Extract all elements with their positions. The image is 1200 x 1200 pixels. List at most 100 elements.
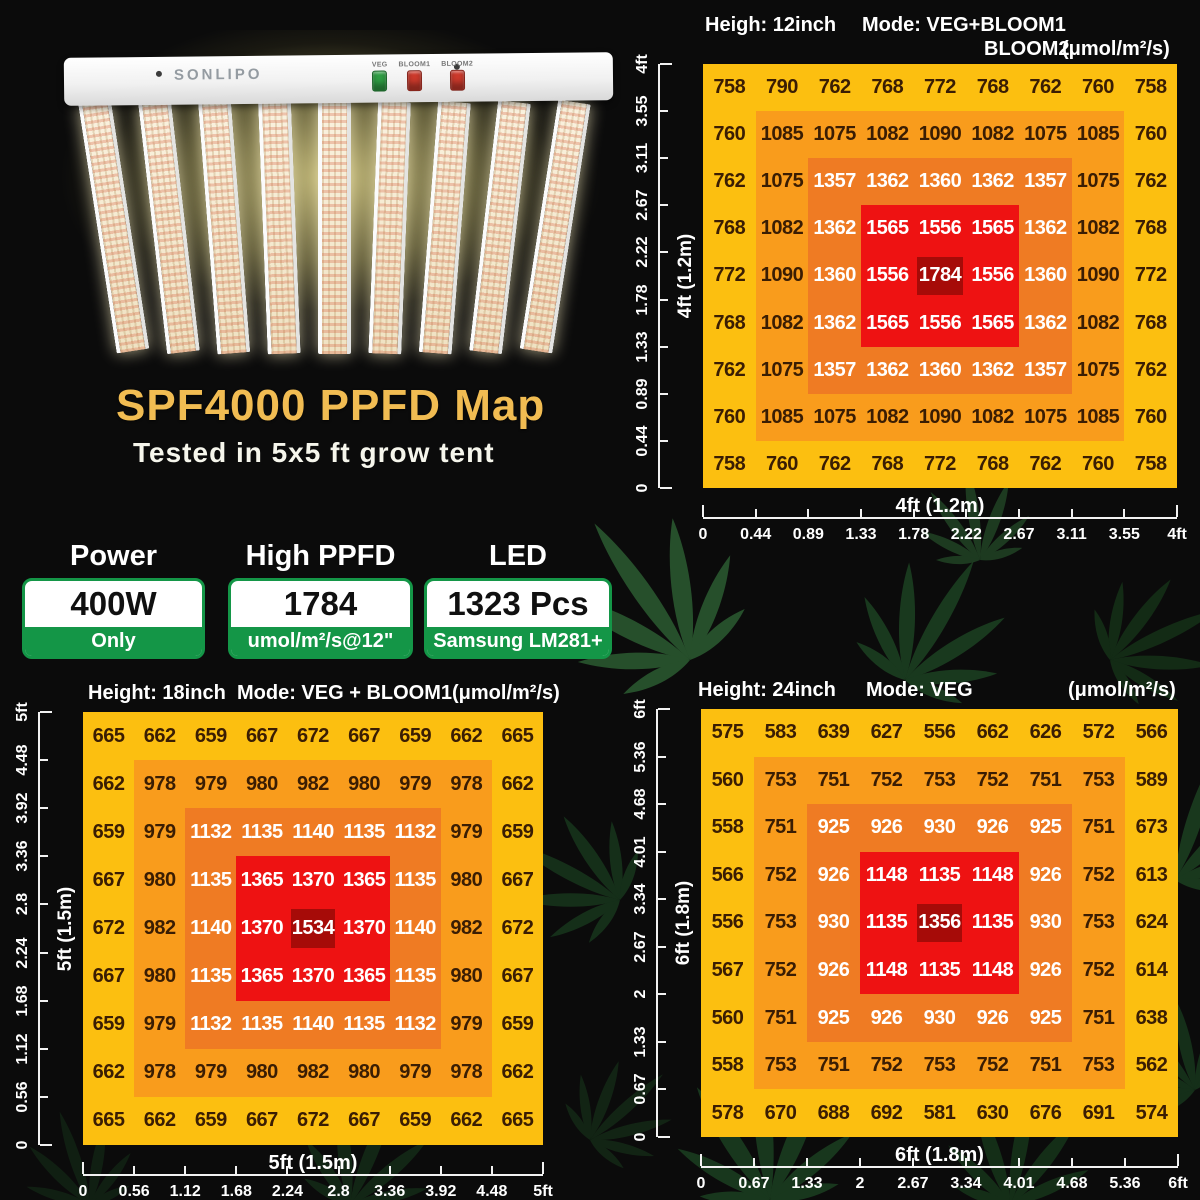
ppfd-cell: 1565: [966, 205, 1019, 253]
y-axis-tick: [40, 999, 48, 1002]
x-axis-tick: [388, 1166, 391, 1174]
ppfd-cell: 667: [236, 712, 288, 761]
ppfd-cell: 614: [1125, 946, 1178, 995]
ppfd-cell: 672: [83, 904, 135, 953]
ppfd-cell: 562: [1125, 1041, 1178, 1090]
ppfd-cell: 980: [236, 1048, 288, 1097]
ppfd-cell: 560: [701, 756, 754, 805]
ppfd-cell: 753: [754, 899, 807, 947]
ppfd-cell: 768: [966, 64, 1019, 112]
ppfd-cell: 1148: [966, 946, 1019, 995]
x-axis-tick: [965, 509, 968, 517]
ppfd-cell: 979: [389, 760, 441, 809]
x-axis-line: [83, 1174, 543, 1176]
led-badge-box: 1323 Pcs Samsung LM281+: [424, 578, 612, 659]
ppfd-cell: 1360: [808, 252, 861, 300]
ppfd-cell: 1365: [338, 952, 390, 1001]
ppfd-cell: 753: [913, 756, 966, 805]
y-axis-tick: [658, 755, 666, 758]
x-axis-tick-label: 0: [78, 1183, 88, 1200]
ppfd-cell: 556: [913, 709, 966, 757]
ppfd-cell: 1140: [287, 1000, 339, 1049]
ppfd-cell: 980: [440, 952, 492, 1001]
chart-height-label: Height: 18inch: [88, 682, 226, 704]
ppfd-cell: 1148: [860, 946, 913, 995]
ppfd-cell: 667: [83, 856, 135, 905]
ppfd-cell: 762: [808, 64, 861, 112]
x-axis-tick-label: 4.48: [476, 1183, 508, 1200]
y-axis-tick: [660, 157, 668, 160]
ppfd-cell: 1370: [236, 904, 288, 953]
ppfd-cell: 1075: [1071, 158, 1125, 206]
ppfd-cell: 1132: [389, 1000, 441, 1049]
ppfd-cell: 1362: [861, 346, 914, 394]
ppfd-cell: 982: [440, 904, 492, 953]
ppfd-cell: 772: [1124, 252, 1177, 300]
ppfd-cell: 753: [1072, 899, 1125, 947]
x-axis-tick-label: 3.34: [950, 1175, 982, 1192]
ppfd-cell: 930: [1019, 899, 1072, 947]
ppfd-peak-patch: 1784: [917, 256, 963, 296]
ppfd-cell: 758: [1124, 440, 1177, 488]
ppfd-cell-peak: 1784: [913, 252, 967, 300]
ppfd-cell: 589: [1125, 756, 1178, 805]
ppfd-cell: 1075: [755, 346, 809, 394]
ppfd-cell: 659: [389, 712, 441, 761]
x-axis-tick: [1123, 509, 1126, 517]
ppfd-cell: 930: [807, 899, 860, 947]
ppfd-cell: 1132: [185, 1000, 237, 1049]
ppfd-cell: 662: [83, 760, 135, 809]
ppfd-grid: 758 790 762 768 772 768 762 760 758 760 1085 1075 10…: [703, 64, 1177, 488]
ppfd-cell: 752: [1072, 851, 1125, 900]
y-axis-title: 6ft (1.8m): [673, 880, 694, 966]
ppfd-cell: 1362: [808, 205, 861, 253]
ppfd-cell: 626: [1019, 709, 1072, 757]
ppfd-cell: 982: [287, 1048, 339, 1097]
chart-height-label: Heigh: 12inch: [705, 14, 837, 36]
ppfd-cell: 762: [1019, 64, 1072, 112]
ppfd-cell: 1360: [1019, 252, 1072, 300]
ppfd-cell: 751: [1019, 756, 1072, 805]
ppfd-cell: 926: [860, 994, 913, 1042]
x-axis-tick: [286, 1166, 289, 1174]
ppfd-cell: 768: [966, 440, 1019, 488]
x-axis-tick: [700, 1154, 702, 1166]
ppfd-cell: 978: [134, 1048, 186, 1097]
ppfd-cell: 1140: [389, 904, 441, 953]
ppfd-cell: 979: [185, 760, 237, 809]
ppfd-cell: 760: [1124, 393, 1177, 441]
ppfd-cell: 1075: [1019, 393, 1072, 441]
ppfd-cell: 930: [913, 804, 966, 852]
x-axis-line: [701, 1166, 1178, 1168]
ppfd-cell: 980: [134, 856, 186, 905]
ppfd-cell: 572: [1072, 709, 1125, 757]
ppfd-badge-title: High PPFD: [245, 540, 396, 572]
ppfd-cell: 691: [1072, 1089, 1125, 1137]
y-axis-tick: [40, 903, 48, 906]
x-axis-tick-label: 2.22: [950, 526, 982, 543]
x-axis-tick-label: 0.44: [740, 526, 772, 543]
x-axis-tick: [1018, 509, 1020, 517]
ppfd-cell: 762: [1019, 440, 1072, 488]
ppfd-cell: 662: [134, 1096, 186, 1145]
y-axis-tick: [658, 1040, 666, 1043]
ppfd-cell: 1082: [1071, 299, 1125, 347]
ppfd-grid: 575 583 639 627 556 662 626 572 566 560 753 751 752 7…: [701, 709, 1178, 1137]
y-axis-tick: [40, 855, 48, 858]
y-axis-tick: [660, 298, 668, 301]
ppfd-cell: 673: [1125, 804, 1178, 852]
x-axis-tick-label: 0.67: [738, 1175, 770, 1192]
ppfd-cell: 1135: [389, 952, 441, 1001]
ppfd-cell: 672: [287, 1096, 339, 1145]
ppfd-cell: 558: [701, 804, 754, 852]
ppfd-cell: 1565: [966, 299, 1019, 347]
x-axis-tick: [702, 505, 704, 517]
ppfd-cell: 624: [1125, 899, 1178, 947]
ppfd-cell: 1135: [236, 1000, 288, 1049]
ppfd-cell: 979: [440, 1000, 492, 1049]
ppfd-cell: 1082: [966, 111, 1019, 159]
ppfd-cell: 1135: [338, 1000, 390, 1049]
ppfd-cell: 566: [701, 851, 754, 900]
x-axis-tick: [1124, 1158, 1126, 1166]
